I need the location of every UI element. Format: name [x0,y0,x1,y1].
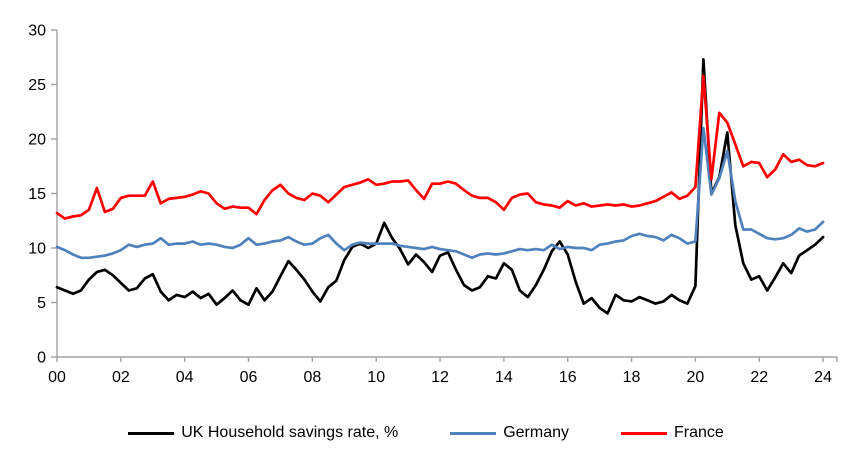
legend-label-france: France [674,424,724,441]
legend-item-uk: UK Household savings rate, % [128,424,398,442]
x-tick-label: 22 [750,369,768,386]
uk-series-line [55,58,825,315]
x-tick-label: 18 [623,369,641,386]
x-tick-label: 12 [431,369,449,386]
chart-area: 0 5 10 15 20 25 30 00 02 04 06 08 10 12 14 16 18 20 22 24 [28,23,838,386]
legend-label-uk: UK Household savings rate, % [181,424,399,441]
y-tick-label: 30 [28,23,46,40]
y-tick-label: 10 [28,241,46,258]
x-tick-label: 02 [112,369,130,386]
germany-series-line [55,126,825,260]
x-tick-label: 04 [176,369,194,386]
x-tick-label: 00 [48,369,66,386]
chart-legend: UK Household savings rate, % Germany Franc… [0,424,852,442]
france-series-line [55,74,825,220]
legend-item-france: France [621,424,724,442]
legend-swatch-uk [128,431,175,435]
y-tick-label: 20 [28,132,46,149]
x-tick-label: 14 [495,369,513,386]
x-tick-label: 24 [814,369,832,386]
legend-label-germany: Germany [503,424,569,441]
x-tick-label: 08 [303,369,321,386]
legend-swatch-france [621,431,667,435]
x-tick-label: 20 [687,369,705,386]
y-tick-label: 5 [37,295,46,312]
savings-rate-line-chart: 0 5 10 15 20 25 30 00 02 04 06 08 10 12 14 16 18 20 22 24 [28,23,838,386]
legend-item-germany: Germany [450,424,569,442]
y-tick-label: 25 [28,77,46,94]
legend-swatch-germany [450,431,497,435]
x-tick-label: 16 [559,369,577,386]
x-tick-label: 06 [240,369,258,386]
y-tick-label: 0 [37,350,46,367]
x-tick-label: 10 [367,369,385,386]
y-tick-label: 15 [28,186,46,203]
